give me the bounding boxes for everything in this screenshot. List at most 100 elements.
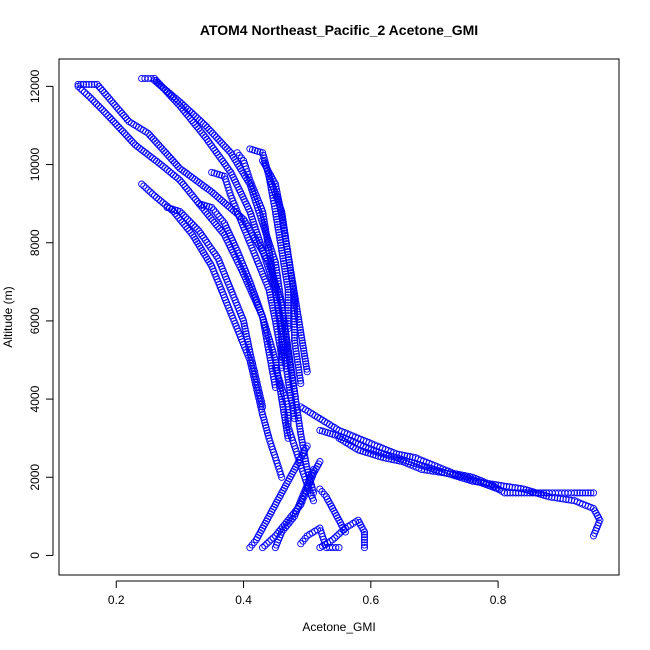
data-point <box>261 418 269 427</box>
data-point <box>288 275 296 283</box>
data-point <box>265 244 273 252</box>
data-point <box>155 159 163 167</box>
data-point <box>259 213 268 221</box>
data-point <box>551 494 559 502</box>
y-tick-label: 6000 <box>28 307 42 334</box>
data-point <box>273 296 281 304</box>
data-point <box>211 208 219 216</box>
data-point <box>243 332 251 341</box>
data-point <box>274 304 282 312</box>
data-point <box>266 354 274 362</box>
data-point <box>193 238 201 246</box>
data-point <box>90 80 99 88</box>
data-point <box>284 414 292 422</box>
data-point <box>214 135 222 143</box>
data-point <box>292 395 300 403</box>
data-point <box>273 272 281 280</box>
data-point <box>94 102 103 110</box>
data-point <box>290 318 299 326</box>
data-point <box>193 114 202 122</box>
data-point <box>284 420 292 428</box>
data-point <box>167 155 175 163</box>
data-point <box>284 373 292 381</box>
data-point <box>250 365 258 373</box>
plot-frame <box>58 58 620 576</box>
data-point <box>272 291 280 299</box>
data-point <box>178 178 186 186</box>
data-point <box>263 540 271 548</box>
data-point <box>193 225 201 233</box>
data-point <box>285 256 293 264</box>
data-point <box>244 340 252 348</box>
data-point <box>263 236 271 244</box>
data-point <box>118 109 126 117</box>
data-point <box>443 469 451 477</box>
data-point <box>262 332 270 340</box>
data-point <box>167 91 175 99</box>
data-point <box>268 265 276 273</box>
data-point <box>265 538 273 546</box>
data-point <box>296 377 304 385</box>
data-point <box>283 242 291 250</box>
data-point <box>290 301 299 310</box>
data-point <box>289 376 297 385</box>
data-point <box>195 125 203 133</box>
data-point <box>266 254 274 262</box>
data-point <box>146 152 154 160</box>
data-point <box>261 324 269 332</box>
data-point <box>169 157 177 165</box>
data-point <box>185 227 193 235</box>
data-point <box>285 350 293 358</box>
data-point <box>341 528 349 536</box>
data-point <box>111 101 119 109</box>
data-point <box>282 240 291 248</box>
data-point <box>156 143 165 151</box>
data-point <box>181 183 189 191</box>
y-tick-label: 12000 <box>28 69 42 103</box>
data-point <box>153 139 161 147</box>
data-series <box>335 434 502 493</box>
data-point <box>290 331 299 339</box>
data-point <box>88 80 96 88</box>
data-point <box>216 195 224 203</box>
data-point <box>278 338 286 346</box>
data-point <box>245 343 253 351</box>
data-point <box>287 517 295 525</box>
data-point <box>285 519 293 527</box>
data-point <box>284 375 292 384</box>
data-point <box>245 346 253 354</box>
data-point <box>262 329 270 337</box>
data-point <box>186 107 194 115</box>
data-point <box>273 293 281 302</box>
data-point <box>149 135 157 143</box>
data-point <box>281 523 289 532</box>
data-point <box>290 304 299 312</box>
data-point <box>278 340 286 348</box>
data-point <box>270 280 279 288</box>
data-point <box>267 262 276 270</box>
y-tick-label: 0 <box>28 552 42 559</box>
data-point <box>114 105 122 113</box>
data-point <box>335 544 343 552</box>
data-point <box>289 285 297 293</box>
data-point <box>298 438 306 446</box>
data-point <box>220 198 228 206</box>
data-point <box>258 400 266 408</box>
data-point <box>221 143 229 151</box>
data-point <box>296 428 304 436</box>
data-point <box>282 362 290 370</box>
data-point <box>514 484 522 492</box>
data-point <box>278 213 287 221</box>
data-point <box>360 544 369 552</box>
data-series <box>271 364 318 505</box>
data-point <box>153 194 161 202</box>
data-point <box>106 114 114 122</box>
data-point <box>291 393 299 401</box>
data-point <box>270 278 278 286</box>
data-point <box>379 454 388 462</box>
x-tick-label: 0.4 <box>235 593 252 607</box>
data-point <box>98 106 106 114</box>
data-point <box>219 141 228 149</box>
data-point <box>451 471 459 479</box>
data-point <box>217 215 225 223</box>
